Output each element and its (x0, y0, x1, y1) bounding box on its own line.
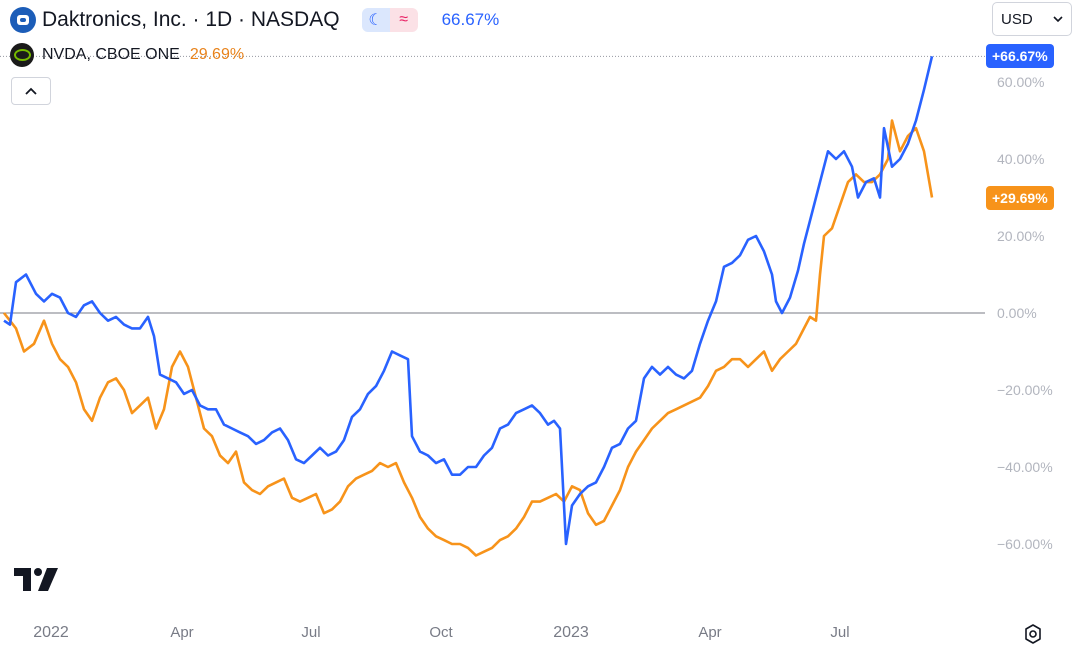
series-layer (2, 55, 934, 557)
main-symbol-legend: Daktronics, Inc. · 1D · NASDAQ ☾ ≈ 66.67… (10, 6, 499, 34)
x-tick-label: Apr (170, 624, 194, 641)
approx-wave-icon[interactable]: ≈ (389, 8, 418, 32)
y-tick-label: 20.00% (997, 228, 1045, 244)
series-line-daktronics[interactable] (3, 55, 934, 546)
compare-symbol-legend: NVDA, CBOE ONE 29.69% (10, 43, 244, 67)
y-tick-label: 60.00% (997, 74, 1045, 90)
main-price-tag: +66.67% (986, 44, 1054, 69)
series-line-nvda[interactable] (2, 119, 934, 557)
y-tick-label: −20.00% (997, 382, 1053, 398)
x-tick-label: Jul (301, 624, 321, 641)
compare-change-value: 29.69% (189, 46, 245, 63)
y-tick-label: 40.00% (997, 151, 1045, 167)
y-tick-label: −40.00% (997, 459, 1053, 475)
compare-price-tag: +29.69% (986, 185, 1054, 210)
main-change-value: 66.67% (441, 10, 500, 29)
settings-gear-icon[interactable] (1021, 622, 1045, 646)
daktronics-logo-icon[interactable] (10, 7, 36, 33)
chevron-up-icon (25, 87, 37, 95)
x-tick-label: 2023 (553, 624, 589, 641)
y-tick-label: −60.00% (997, 536, 1053, 552)
currency-value: USD (1001, 10, 1033, 28)
moon-icon[interactable]: ☾ (361, 8, 390, 32)
nvidia-logo-icon (10, 43, 34, 67)
y-tick-label: 0.00% (997, 305, 1037, 321)
x-tick-label: Jul (830, 624, 850, 641)
x-tick-label: Apr (698, 624, 722, 641)
session-toggle[interactable]: ☾ ≈ (361, 8, 418, 32)
x-tick-label: Oct (429, 624, 453, 641)
compare-symbol-name[interactable]: NVDA, CBOE ONE (42, 46, 180, 63)
symbol-title[interactable]: Daktronics, Inc. · 1D · NASDAQ (42, 8, 340, 31)
x-tick-label: 2022 (33, 624, 69, 641)
tradingview-logo-icon[interactable] (14, 568, 60, 592)
currency-select[interactable]: USD (992, 2, 1072, 36)
collapse-legend-button[interactable] (11, 77, 51, 105)
chevron-down-icon (1053, 16, 1063, 23)
